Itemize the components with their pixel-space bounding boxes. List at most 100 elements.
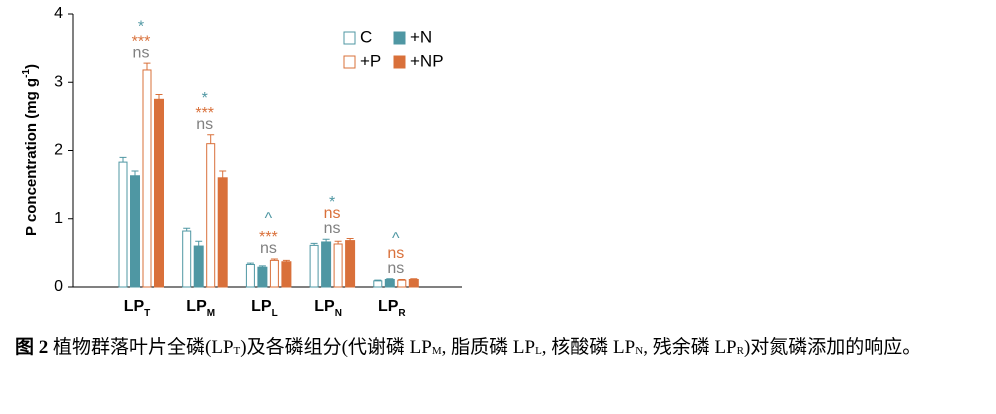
significance-label: *** bbox=[132, 33, 151, 50]
significance-label: *** bbox=[195, 105, 214, 122]
caption-text: N bbox=[635, 345, 644, 357]
text-part: N bbox=[335, 308, 342, 319]
text-part: LP bbox=[186, 298, 207, 315]
bar bbox=[345, 240, 356, 288]
significance-label: ^ bbox=[392, 230, 400, 247]
significance-label: ns bbox=[260, 240, 277, 257]
significance-label: *** bbox=[259, 229, 278, 246]
error-bar bbox=[410, 278, 418, 280]
x-tick-label: LPR bbox=[378, 298, 406, 318]
text-part: P concentration (mg g bbox=[23, 78, 40, 236]
bar bbox=[384, 278, 395, 288]
bar bbox=[142, 69, 152, 288]
significance-label: ns bbox=[387, 245, 404, 262]
legend-swatch bbox=[343, 55, 356, 69]
error-bar bbox=[246, 262, 254, 265]
error-bar bbox=[398, 278, 406, 281]
bar bbox=[281, 261, 292, 288]
caption-text: 植物群落叶片全磷(LP bbox=[48, 337, 234, 358]
legend-swatch bbox=[393, 55, 406, 69]
error-bar bbox=[374, 279, 382, 281]
legend-label: +P bbox=[360, 51, 381, 70]
bar bbox=[206, 143, 216, 288]
bar bbox=[154, 98, 164, 288]
text-part: -1 bbox=[21, 69, 32, 78]
significance-label: ns bbox=[387, 260, 404, 277]
bar bbox=[397, 279, 407, 288]
error-bar bbox=[131, 170, 139, 176]
bar bbox=[130, 175, 140, 288]
caption-text: , 残余磷 LP bbox=[643, 337, 737, 358]
error-bar bbox=[207, 134, 215, 144]
significance-label: ^ bbox=[265, 210, 273, 227]
caption-text: )对氮磷添加的响应。 bbox=[743, 337, 922, 358]
caption: 图 2 植物群落叶片全磷(LPT)及各磷组分(代谢磷 LPM, 脂质磷 LPL,… bbox=[15, 330, 990, 369]
bar bbox=[193, 245, 204, 288]
error-bar bbox=[219, 170, 227, 178]
text-part: LP bbox=[124, 298, 145, 315]
text-part: LP bbox=[251, 298, 272, 315]
text-part: LP bbox=[378, 298, 399, 315]
error-bar bbox=[119, 156, 127, 163]
error-bar bbox=[195, 240, 203, 247]
bar bbox=[373, 280, 383, 288]
legend-swatch bbox=[393, 31, 406, 45]
x-tick-label: LPM bbox=[186, 298, 215, 318]
error-bar bbox=[270, 258, 278, 261]
significance-label: * bbox=[138, 18, 144, 35]
caption-text: T bbox=[233, 345, 241, 357]
caption-text: , 核酸磷 LP bbox=[541, 337, 636, 358]
text-part: R bbox=[398, 308, 406, 319]
legend-swatch bbox=[343, 31, 356, 45]
legend-label: C bbox=[360, 27, 372, 46]
caption-text: M bbox=[431, 345, 442, 357]
significance-label: ns bbox=[133, 44, 150, 61]
error-bar bbox=[143, 62, 151, 70]
bar bbox=[245, 263, 255, 288]
y-axis-label: P concentration (mg g-1) bbox=[21, 64, 40, 236]
error-bar bbox=[282, 259, 290, 262]
text-part: L bbox=[272, 308, 278, 319]
error-bar bbox=[346, 238, 354, 241]
error-bar bbox=[183, 227, 191, 232]
x-tick-label: LPL bbox=[251, 298, 278, 318]
bar bbox=[217, 177, 228, 288]
y-tick-label: 2 bbox=[54, 142, 63, 159]
text-part: M bbox=[207, 308, 215, 319]
bar bbox=[182, 230, 192, 288]
caption-text: 图 2 bbox=[15, 337, 49, 358]
bar bbox=[309, 244, 319, 288]
legend-label: +N bbox=[410, 27, 432, 46]
y-tick-label: 0 bbox=[54, 278, 63, 295]
caption-text: L bbox=[535, 345, 542, 357]
text-part: LP bbox=[314, 298, 335, 315]
bar bbox=[333, 243, 343, 288]
significance-label: ns bbox=[196, 116, 213, 133]
legend-label: +NP bbox=[410, 51, 444, 70]
caption-text: , 脂质磷 LP bbox=[441, 337, 536, 358]
error-bar bbox=[322, 238, 330, 242]
y-tick-label: 3 bbox=[54, 73, 63, 90]
bar bbox=[269, 259, 279, 288]
text-part: T bbox=[144, 308, 150, 319]
error-bar bbox=[386, 278, 394, 280]
significance-label: * bbox=[202, 90, 208, 107]
significance-label: ns bbox=[324, 220, 341, 237]
caption-text: R bbox=[736, 345, 744, 357]
error-bar bbox=[258, 265, 266, 268]
bar bbox=[321, 241, 332, 288]
caption-text: )及各磷组分(代谢磷 LP bbox=[240, 337, 432, 358]
significance-label: ns bbox=[324, 205, 341, 222]
x-tick-label: LPT bbox=[124, 298, 151, 318]
bar bbox=[257, 266, 268, 288]
bar bbox=[408, 278, 419, 288]
error-bar bbox=[334, 240, 342, 245]
bar bbox=[118, 161, 128, 288]
y-tick-label: 4 bbox=[54, 5, 63, 22]
error-bar bbox=[310, 242, 318, 246]
text-part: ) bbox=[23, 64, 40, 69]
x-tick-label: LPN bbox=[314, 298, 342, 318]
error-bar bbox=[155, 94, 163, 100]
significance-label: * bbox=[329, 194, 335, 211]
